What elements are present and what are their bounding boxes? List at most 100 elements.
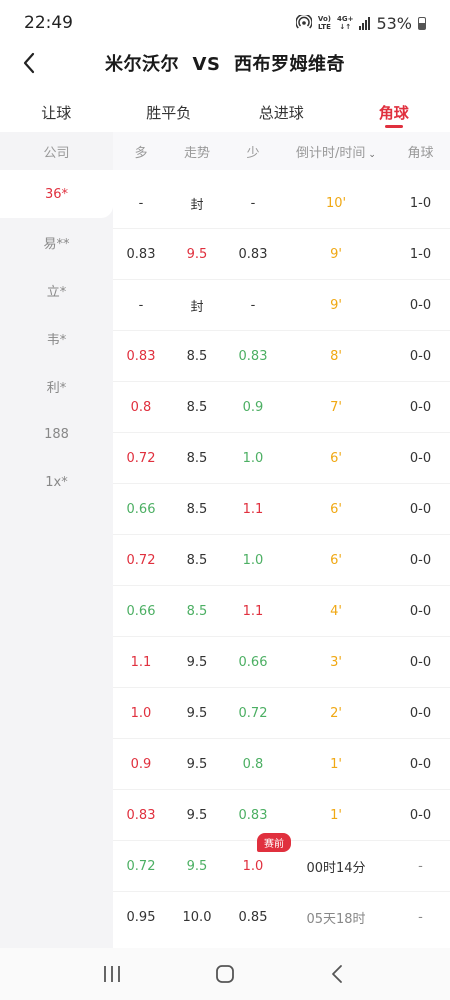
- network-gen-bottom: ↓↑: [339, 23, 352, 31]
- cell-under: 1.1: [242, 603, 264, 619]
- cell-under: 0.9: [242, 399, 264, 415]
- sidebar-item-1[interactable]: 易**: [43, 236, 70, 252]
- sidebar-item-6[interactable]: 1x*: [45, 474, 68, 490]
- battery-icon: [418, 16, 426, 30]
- cell-trend: 8.5: [186, 552, 208, 568]
- cell-under: 0.85: [238, 910, 268, 925]
- back-nav-button[interactable]: [318, 954, 358, 994]
- cell-time: 1': [330, 756, 342, 772]
- cell-corners: 0-0: [409, 552, 432, 568]
- status-bar: 22:49 Vo) LTE 4G+ ↓↑ 53%: [0, 0, 450, 46]
- tab-1x2[interactable]: 胜平负: [146, 104, 192, 122]
- cell-under: 0.72: [238, 705, 268, 721]
- volte-icon: Vo) LTE: [318, 15, 331, 31]
- cell-corners: -: [418, 910, 423, 925]
- table-row: 0.83 9.5 0.83 9' 1-0: [113, 229, 450, 280]
- market-tabs: 让球 胜平负 总进球 角球: [0, 92, 450, 132]
- cell-trend: 8.5: [186, 450, 208, 466]
- cell-time: 3': [330, 654, 342, 670]
- volte-top: Vo): [317, 15, 331, 23]
- header-under: 少: [246, 145, 260, 161]
- header-over: 多: [134, 145, 148, 161]
- signal-icon: [359, 16, 371, 30]
- cell-under: 1.0: [242, 858, 264, 874]
- cell-under: 0.8: [242, 756, 264, 772]
- cell-time: 2': [330, 705, 342, 721]
- header-countdown[interactable]: 倒计时/时间 ⌄: [281, 142, 391, 161]
- cell-time: 00时14分: [306, 860, 366, 876]
- table-row: - 封 - 9' 0-0: [113, 280, 450, 331]
- table-row: 0.72 8.5 1.0 6' 0-0: [113, 535, 450, 586]
- table-body: - 封 - 10' 1-0 0.83 9.5 0.83 9' 1-0 - 封 -…: [113, 178, 450, 943]
- sidebar-item-4[interactable]: 利*: [46, 380, 67, 396]
- cell-time: 9': [330, 246, 342, 262]
- cell-time: 6': [330, 450, 342, 466]
- chevron-left-icon: [23, 52, 35, 74]
- hotspot-icon: [295, 13, 313, 31]
- cell-trend: 9.5: [186, 756, 208, 772]
- cell-time: 05天18时: [306, 912, 366, 927]
- cell-corners: 0-0: [409, 807, 432, 823]
- cell-corners: 0-0: [409, 756, 432, 772]
- cell-time: 9': [330, 297, 342, 313]
- pre-match-badge: 赛前: [257, 833, 291, 852]
- sidebar-header: 公司: [43, 145, 70, 161]
- cell-over: 0.83: [126, 348, 156, 364]
- sidebar-item-2[interactable]: 立*: [46, 284, 67, 300]
- cell-time: 7': [330, 399, 342, 415]
- tab-handicap[interactable]: 让球: [41, 104, 72, 122]
- cell-under: -: [250, 297, 256, 313]
- cell-trend: 8.5: [186, 501, 208, 517]
- cell-over: 0.8: [130, 399, 152, 415]
- cell-over: 0.66: [126, 501, 156, 517]
- table-row: 0.66 8.5 1.1 6' 0-0: [113, 484, 450, 535]
- cell-over: 0.72: [126, 552, 156, 568]
- table-row: 0.83 8.5 0.83 8' 0-0: [113, 331, 450, 382]
- cell-under: 1.0: [242, 450, 264, 466]
- battery-percent: 53%: [376, 13, 412, 33]
- cell-trend: 10.0: [182, 910, 212, 925]
- home-icon: [216, 965, 234, 983]
- table-row: 0.9 9.5 0.8 1' 0-0: [113, 739, 450, 790]
- cell-over: 0.9: [130, 756, 152, 772]
- cell-trend: 9.5: [186, 807, 208, 823]
- cell-under: 1.0: [242, 552, 264, 568]
- sidebar-item-5[interactable]: 188: [44, 426, 69, 442]
- cell-over: 1.1: [130, 654, 152, 670]
- cell-under: 0.83: [238, 807, 268, 823]
- tab-total-goals[interactable]: 总进球: [258, 104, 304, 122]
- cell-time: 6': [330, 501, 342, 517]
- cell-corners: 0-0: [409, 297, 432, 313]
- table-row: 0.8 8.5 0.9 7' 0-0: [113, 382, 450, 433]
- cell-time: 1': [330, 807, 342, 823]
- table-row: 1.0 9.5 0.72 2' 0-0: [113, 688, 450, 739]
- recent-apps-icon: [103, 966, 120, 982]
- cell-under: -: [250, 195, 256, 211]
- cell-corners: 0-0: [409, 654, 432, 670]
- recent-apps-button[interactable]: [92, 954, 132, 994]
- cell-corners: 1-0: [409, 195, 432, 211]
- cell-trend: 9.5: [186, 246, 208, 262]
- back-icon: [332, 965, 343, 983]
- header: 米尔沃尔 VS 西布罗姆维奇: [0, 40, 450, 86]
- table-row: 0.95 10.0 0.85 05天18时 -: [113, 892, 450, 943]
- sidebar-item-3[interactable]: 韦*: [46, 332, 67, 348]
- cell-time: 10': [325, 195, 347, 211]
- status-icons: Vo) LTE 4G+ ↓↑ 53%: [295, 13, 426, 33]
- cell-over: 0.72: [126, 450, 156, 466]
- header-countdown-label: 倒计时/时间: [296, 145, 366, 161]
- back-button[interactable]: [16, 48, 42, 78]
- network-gen-icon: 4G+ ↓↑: [337, 15, 353, 31]
- sidebar-item-label: 36*: [44, 186, 69, 202]
- cell-under: 0.66: [238, 654, 268, 670]
- cell-corners: 0-0: [409, 705, 432, 721]
- cell-over: -: [138, 297, 144, 313]
- sidebar-item-0[interactable]: 36*: [0, 170, 113, 218]
- tab-corners[interactable]: 角球: [338, 92, 450, 132]
- cell-corners: -: [418, 858, 423, 874]
- cell-under: 0.83: [238, 246, 268, 262]
- system-nav-bar: [0, 948, 450, 1000]
- cell-under: 1.1: [242, 501, 264, 517]
- volte-bottom: LTE: [318, 23, 331, 31]
- home-button[interactable]: [205, 954, 245, 994]
